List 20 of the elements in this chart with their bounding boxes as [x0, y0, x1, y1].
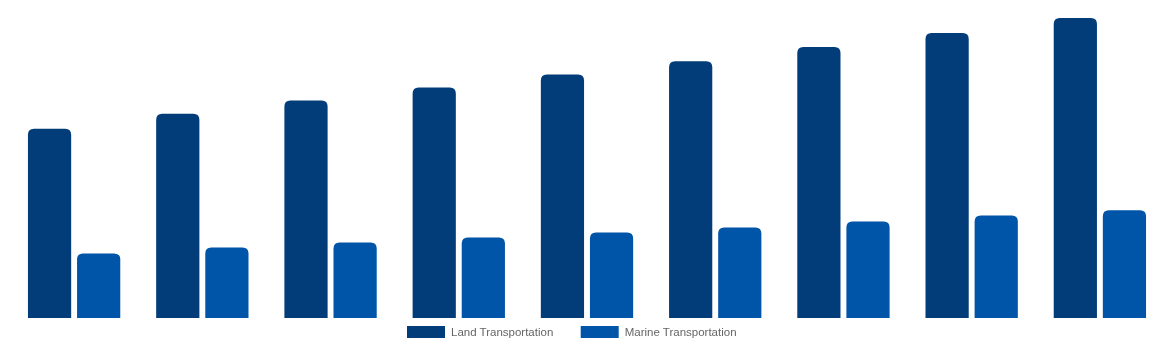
- bar: [461, 237, 505, 318]
- bar: [284, 100, 328, 318]
- bar: [412, 87, 456, 318]
- bar: [797, 47, 841, 318]
- bar: [718, 227, 762, 318]
- bar: [589, 232, 634, 318]
- bar: [156, 113, 200, 318]
- legend-label: Land Transportation: [451, 326, 554, 338]
- bar: [669, 61, 713, 318]
- bar: [974, 215, 1018, 318]
- bar: [925, 33, 969, 318]
- bar: [27, 128, 72, 318]
- bar: [77, 253, 121, 318]
- bar: [846, 221, 890, 318]
- bar: [333, 242, 377, 318]
- bar: [1102, 210, 1147, 318]
- bar: [1053, 18, 1097, 318]
- bar: [205, 247, 249, 318]
- legend-label: Marine Transportation: [624, 326, 737, 338]
- bar: [540, 74, 585, 318]
